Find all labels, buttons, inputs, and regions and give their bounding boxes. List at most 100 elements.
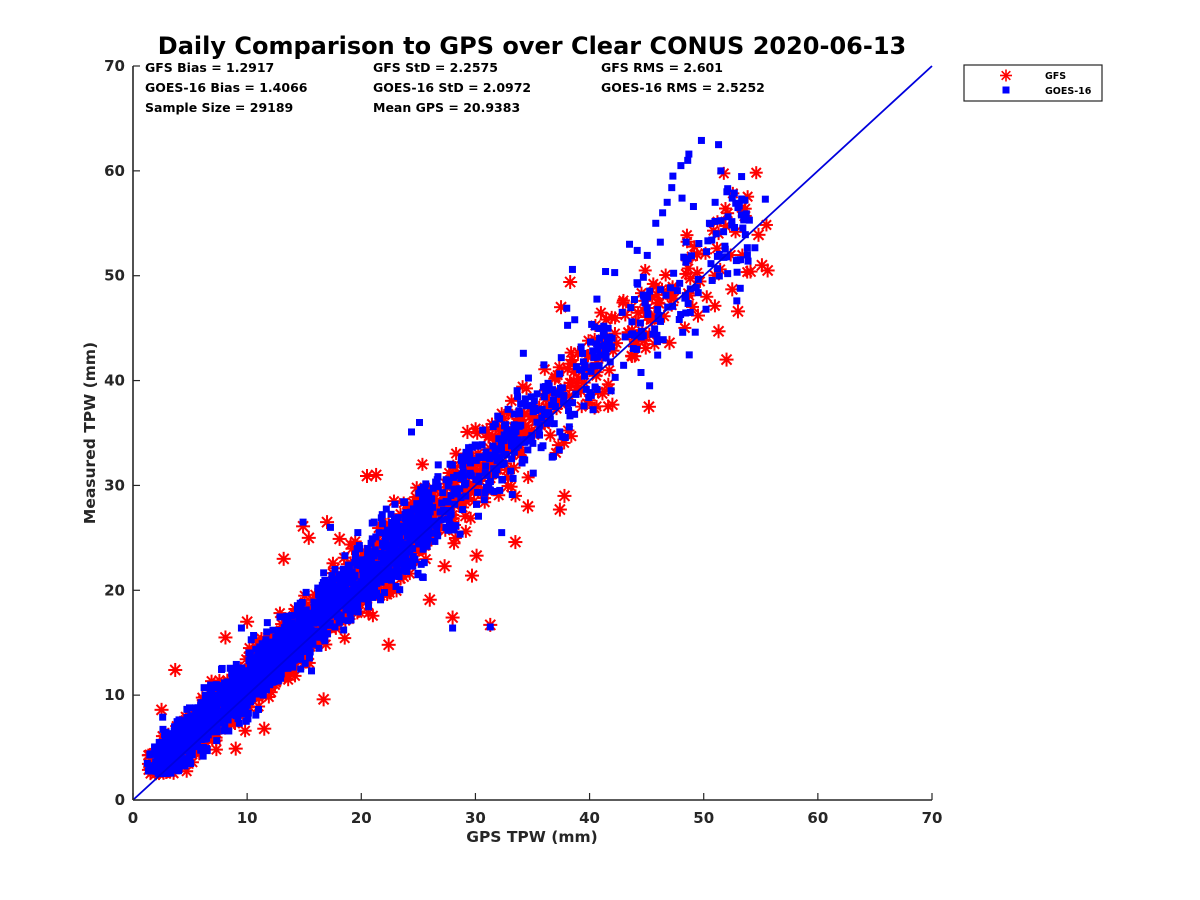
goes16-point [663, 198, 671, 206]
goes16-point [607, 387, 615, 395]
goes16-point [646, 287, 654, 295]
goes16-point [402, 548, 410, 556]
legend-gfs-marker [1000, 69, 1012, 82]
goes16-point [304, 639, 312, 647]
goes16-point [364, 551, 372, 559]
goes16-point [633, 279, 641, 287]
goes16-point [527, 393, 535, 401]
gfs-point [711, 324, 726, 339]
goes16-point [315, 644, 323, 652]
goes16-point [231, 684, 239, 692]
goes16-point [703, 248, 711, 256]
goes16-point [524, 446, 532, 454]
goes16-point [589, 347, 597, 355]
legend-gfs-asterisk [1000, 69, 1012, 82]
goes16-point [708, 236, 716, 244]
goes16-point [154, 761, 162, 769]
goes16-point [354, 529, 362, 537]
goes16-point [734, 256, 742, 264]
goes16-point [521, 395, 529, 403]
goes16-point [170, 755, 178, 763]
goes16-point [325, 600, 333, 608]
goes16-point [370, 552, 378, 560]
goes16-point [352, 607, 360, 615]
goes16-point [571, 316, 579, 324]
goes16-point [288, 612, 296, 620]
goes16-point [504, 432, 512, 440]
goes16-point [154, 749, 162, 757]
goes16-point [375, 529, 383, 537]
goes16-point [668, 184, 676, 192]
goes16-point [276, 613, 284, 621]
goes16-point [424, 517, 432, 525]
goes16-point [237, 673, 245, 681]
goes16-point [560, 392, 568, 400]
goes16-point [302, 623, 310, 631]
goes16-point [444, 482, 452, 490]
goes16-point [262, 686, 270, 694]
goes16-point [680, 253, 688, 261]
goes16-point [352, 588, 360, 596]
goes16-point [310, 598, 318, 606]
goes16-point [577, 343, 585, 351]
goes16-point [241, 698, 249, 706]
goes16-point [326, 588, 334, 596]
goes16-point [387, 510, 395, 518]
goes16-point [556, 428, 564, 436]
y-axis-label: Measured TPW (mm) [81, 342, 99, 524]
goes16-point [419, 483, 427, 491]
goes16-point [301, 659, 309, 667]
goes16-point [266, 638, 274, 646]
goes16-point [202, 725, 210, 733]
goes16-point [556, 370, 564, 378]
goes16-point [462, 492, 470, 500]
gfs-point [460, 424, 475, 439]
goes16-point [148, 762, 156, 770]
goes16-point [155, 767, 163, 775]
goes16-point [704, 237, 712, 245]
goes16-point [200, 684, 208, 692]
goes16-point [596, 334, 604, 342]
goes16-point [320, 569, 328, 577]
goes16-point [221, 723, 229, 731]
x-tick-label: 60 [807, 809, 828, 827]
goes16-point [220, 727, 228, 735]
goes16-point [368, 580, 376, 588]
goes16-point [392, 568, 400, 576]
goes16-point [479, 426, 487, 434]
goes16-point [510, 423, 518, 431]
goes16-point [521, 456, 529, 464]
goes16-point [684, 255, 692, 263]
goes16-point [340, 626, 348, 634]
goes16-point [500, 437, 508, 445]
goes16-point [508, 455, 516, 463]
goes16-point [289, 656, 297, 664]
goes16-point [275, 656, 283, 664]
goes16-point [394, 514, 402, 522]
stat-gfs-rms: GFS RMS = 2.601 [601, 60, 723, 75]
goes16-point [694, 275, 702, 283]
goes16-point [368, 535, 376, 543]
goes16-point [640, 292, 648, 300]
goes16-point [388, 576, 396, 584]
goes16-point [465, 444, 473, 452]
goes16-point [314, 584, 322, 592]
goes16-point [401, 515, 409, 523]
goes16-point [404, 557, 412, 565]
goes16-point [669, 302, 677, 310]
goes16-point [335, 600, 343, 608]
goes16-point [286, 661, 294, 669]
gfs-point [730, 304, 745, 319]
goes16-point [256, 643, 264, 651]
goes16-point [193, 731, 201, 739]
goes16-point [245, 657, 253, 665]
goes16-point [213, 715, 221, 723]
chart-title: Daily Comparison to GPS over Clear CONUS… [158, 32, 906, 60]
goes16-point [457, 456, 465, 464]
goes16-point [213, 723, 221, 731]
goes16-point [508, 491, 516, 499]
goes16-point [708, 276, 716, 284]
goes16-point [424, 512, 432, 520]
gfs-point [743, 264, 758, 279]
goes16-point [253, 679, 261, 687]
